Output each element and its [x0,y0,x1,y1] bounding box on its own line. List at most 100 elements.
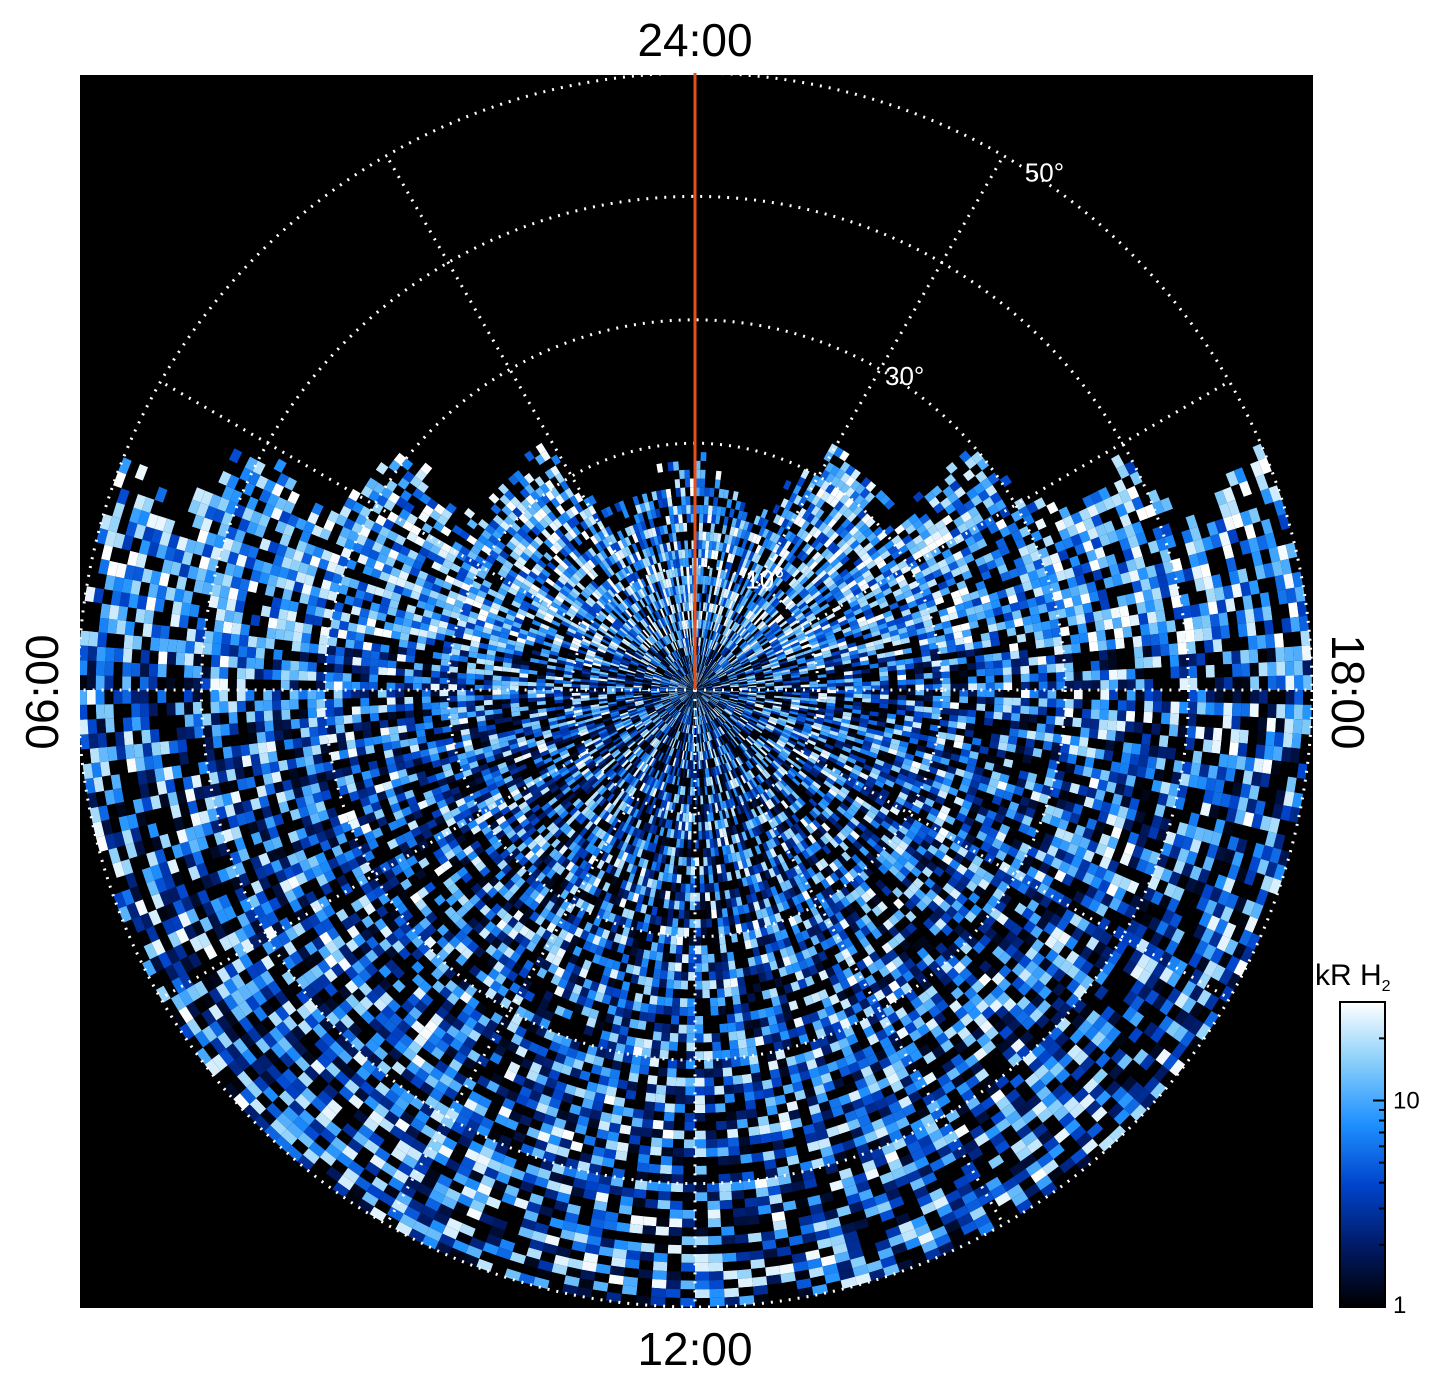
emission-cell [643,677,653,681]
emission-cell [657,707,666,714]
emission-cell [654,729,661,738]
emission-cell [645,627,653,635]
emission-cell [746,678,756,682]
emission-cell [712,663,719,671]
emission-cell [635,722,644,729]
emission-cell [693,690,695,699]
emission-cell [666,716,673,725]
emission-cell [685,697,691,706]
emission-cell [672,675,681,681]
emission-cell [660,662,668,669]
emission-cell [717,671,726,677]
emission-cell [667,727,673,736]
emission-cell [689,575,693,585]
emission-cell [721,636,728,646]
emission-cell [736,625,744,634]
emission-cell [670,653,676,661]
emission-cell [711,696,720,701]
emission-cell [715,747,720,757]
emission-cell [630,714,639,720]
emission-cell [672,710,679,718]
emission-cell [683,705,688,714]
emission-cell [662,700,671,705]
emission-cell [760,713,770,719]
emission-cell [752,710,762,715]
emission-cell [681,629,685,639]
emission-cell [730,621,737,631]
emission-cell [671,698,680,704]
emission-cell [678,692,687,695]
emission-cell [660,723,668,732]
emission-cell [688,673,692,682]
emission-cell [654,704,663,709]
emission-cell [736,651,744,658]
emission-cell [688,619,691,629]
emission-cell [649,712,658,718]
emission-cell [680,648,685,657]
emission-cell [673,661,680,669]
emission-cell [705,732,709,742]
emission-cell [684,715,688,724]
emission-cell [669,708,677,715]
emission-cell [719,675,728,680]
emission-cell [678,692,687,697]
emission-cell [712,683,721,687]
emission-cell [723,617,729,627]
emission-cell [710,676,719,682]
emission-cell [715,623,720,633]
emission-cell [676,712,682,721]
emission-cell [661,753,667,763]
emission-cell [703,693,712,698]
emission-cell [668,747,674,756]
emission-cell [705,723,710,732]
emission-cell [665,615,670,625]
emission-cell [686,857,691,867]
emission-cell [752,663,761,669]
emission-cell [726,742,733,751]
emission-cell [668,614,674,624]
emission-cell [624,693,634,696]
emission-cell [679,694,688,700]
emission-cell [671,642,677,651]
emission-cell [670,623,675,633]
emission-cell [759,716,769,722]
emission-cell [762,708,772,713]
emission-cell [717,670,725,676]
emission-cell [844,682,854,687]
emission-cell [671,748,676,758]
emission-cell [756,684,766,687]
emission-cell [697,673,700,682]
emission-cell [668,685,678,688]
emission-cell [835,693,845,698]
emission-cell [691,690,695,699]
emission-cell [681,657,686,666]
emission-cell [677,703,684,711]
emission-cell [651,644,659,653]
emission-cell [670,678,679,683]
emission-cell [654,642,661,651]
emission-cell [710,711,717,719]
emission-cell [697,795,701,805]
emission-cell [645,671,654,676]
emission-cell [626,704,636,709]
emission-cell [744,725,753,732]
emission-cell [743,727,751,735]
emission-cell [691,663,694,673]
emission-cell [683,647,687,656]
emission-cell [719,645,725,654]
emission-cell [724,707,733,714]
emission-cell [705,704,711,712]
emission-cell [640,644,648,652]
emission-cell [701,706,705,715]
emission-cell [721,712,730,719]
emission-cell [615,693,625,696]
emission-cell [671,677,680,683]
emission-cell [626,703,636,707]
emission-cell [687,839,692,849]
emission-cell [708,701,716,708]
emission-cell [686,689,695,690]
emission-cell [725,628,731,637]
emission-cell [717,727,723,736]
emission-cell [744,706,754,711]
emission-cell [654,620,661,630]
